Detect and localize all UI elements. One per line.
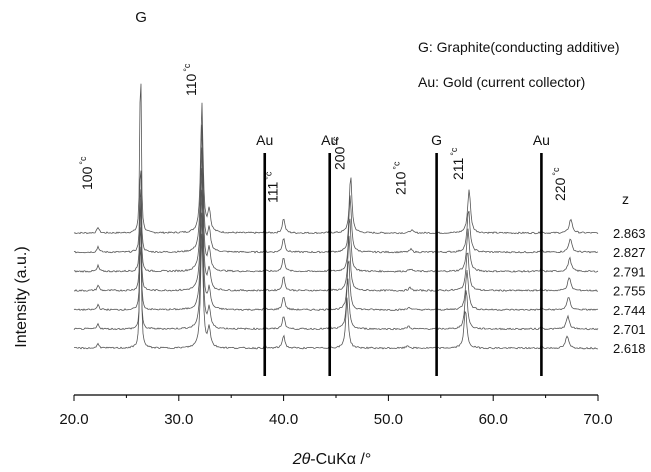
x-axis: 20.0 30.0 40.0 50.0 60.0 70.0 (59, 394, 613, 428)
reference-line-label: Au (321, 132, 338, 148)
x-tick-label: 40.0 (269, 411, 298, 428)
x-axis-label: 2θ-CuKα /° (292, 451, 372, 468)
legend-graphite: G: Graphite(conducting additive) (418, 39, 620, 55)
reflection-label-220: 220°c (551, 167, 568, 201)
z-header: z (622, 191, 629, 207)
x-tick-label: 30.0 (164, 411, 193, 428)
reference-line-label: Au (256, 132, 273, 148)
xrd-trace-2.618 (74, 198, 599, 350)
x-tick-label: 60.0 (479, 411, 508, 428)
x-tick-label: 50.0 (374, 411, 403, 428)
xrd-trace-2.791 (73, 147, 599, 273)
z-value-label: 2.827 (613, 245, 646, 260)
peak-labels: 100°c 110°c 111°c 200°c 210°c 211°c 220°c (78, 63, 568, 203)
z-value-label: 2.791 (613, 264, 646, 279)
z-value-label: 2.744 (613, 303, 646, 318)
x-tick-label: 20.0 (59, 411, 88, 428)
legend-gold: Au: Gold (current collector) (418, 74, 585, 90)
xrd-trace-2.755 (73, 168, 599, 292)
xrd-trace-2.701 (73, 212, 599, 331)
x-tick-label: 70.0 (583, 411, 612, 428)
z-labels: 2.863 2.827 2.791 2.755 2.744 2.701 2.618 (613, 226, 646, 356)
x-axis-label-theta: 2θ (292, 451, 311, 468)
xrd-trace-2.863 (73, 83, 599, 235)
xrd-trace-2.827 (73, 124, 599, 254)
z-value-label: 2.701 (613, 322, 646, 337)
reflection-label-110: 110°c (182, 63, 199, 96)
z-value-label: 2.863 (613, 226, 646, 241)
trace-group (73, 83, 599, 350)
reference-line-label: Au (533, 132, 550, 148)
reference-lines: Au Au G Au (256, 132, 550, 376)
reflection-label-211: 211°c (449, 147, 466, 180)
graphite-peak-label: G (135, 9, 147, 26)
reflection-label-100: 100°c (78, 156, 95, 190)
x-axis-label-rest: -CuKα /° (310, 451, 371, 468)
xrd-trace-2.744 (73, 189, 599, 312)
z-value-label: 2.618 (613, 341, 646, 356)
reflection-label-200: 200°c (331, 136, 348, 170)
reflection-label-210: 210°c (392, 161, 409, 195)
reflection-label-111: 111°c (264, 171, 281, 203)
z-value-label: 2.755 (613, 284, 646, 299)
reference-line-label: G (431, 132, 442, 148)
y-axis-label: Intensity (a.u.) (13, 246, 30, 347)
